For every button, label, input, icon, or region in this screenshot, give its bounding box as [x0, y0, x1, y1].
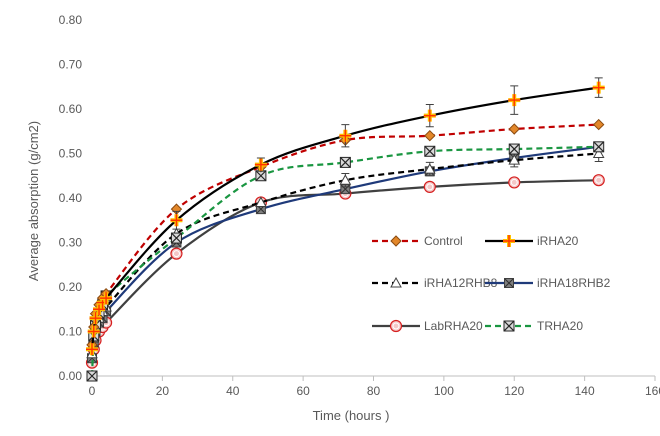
- legend-marker-irha12rhb8: [390, 276, 402, 288]
- series-line-labrha20: [90, 179, 599, 363]
- x-tick-label: 100: [434, 384, 454, 398]
- legend-item-labrha20: LabRHA20: [372, 319, 483, 333]
- data-point-labrha20-inner: [595, 176, 603, 184]
- data-point-trha20-cross: [508, 143, 520, 155]
- x-tick-label: 60: [296, 384, 310, 398]
- data-point-trha20-cross: [339, 156, 351, 168]
- data-point-labrha20-inner: [510, 178, 518, 186]
- y-tick-label: 0.70: [59, 58, 83, 72]
- legend-label-labrha20: LabRHA20: [424, 319, 483, 333]
- data-point-irha20-core: [423, 109, 436, 122]
- data-point-control: [508, 123, 520, 135]
- data-point-labrha20: [508, 176, 521, 189]
- data-point-irha12rhb8: [339, 174, 352, 185]
- legend-item-irha12rhb8: iRHA12RHB8: [372, 276, 498, 290]
- data-point-irha20-core: [170, 214, 183, 227]
- data-point-irha20-core: [93, 303, 106, 316]
- y-tick-label: 0.10: [59, 325, 83, 339]
- legend-marker-labrha20-inner: [392, 322, 400, 330]
- data-point-labrha20-inner: [426, 183, 434, 191]
- x-tick-label: 160: [645, 384, 660, 398]
- data-point-labrha20: [423, 180, 436, 193]
- y-tick-label: 0.00: [59, 369, 83, 383]
- data-point-irha12rhb8: [508, 154, 521, 165]
- legend-label-trha20: TRHA20: [537, 319, 583, 333]
- x-tick-label: 120: [504, 384, 524, 398]
- legend-label-irha18rhb2: iRHA18RHB2: [537, 276, 611, 290]
- y-axis-title: Average absorption (g/cm2): [26, 121, 41, 281]
- y-tick-label: 0.30: [59, 236, 83, 250]
- data-point-irha12rhb8: [423, 163, 436, 174]
- x-tick-label: 0: [89, 384, 96, 398]
- data-point-labrha20-inner: [172, 250, 180, 258]
- data-point-irha20-core: [100, 292, 113, 305]
- legend-item-control: Control: [372, 234, 463, 248]
- x-tick-label: 80: [367, 384, 381, 398]
- data-point-irha12rhb8: [592, 147, 605, 158]
- x-tick-label: 140: [575, 384, 595, 398]
- legend: Control iRHA20 iRHA12RHB8 iRHA18RHB2 LabRHA2…: [372, 234, 611, 333]
- legend-marker-irha20-core: [503, 235, 515, 247]
- y-tick-label: 0.80: [59, 13, 83, 27]
- data-point-trha20-cross: [255, 170, 267, 182]
- series-irha20: [86, 77, 605, 356]
- x-tick-label: 20: [156, 384, 170, 398]
- data-point-irha20-core: [87, 325, 100, 338]
- data-point-labrha20: [170, 247, 183, 260]
- x-tick-label: 40: [226, 384, 240, 398]
- series-labrha20: [85, 174, 605, 369]
- data-point-irha20-core: [86, 343, 98, 356]
- legend-item-irha18rhb2: iRHA18RHB2: [485, 276, 611, 290]
- data-point-irha12rhb8: [255, 196, 267, 207]
- legend-marker-control: [390, 235, 402, 247]
- legend-item-irha20: iRHA20: [485, 234, 579, 248]
- data-point-control: [424, 129, 436, 142]
- series-control: [86, 118, 605, 351]
- x-axis-title: Time (hours ): [313, 408, 390, 423]
- legend-marker-trha20-cross: [503, 320, 515, 332]
- y-tick-label: 0.60: [59, 102, 83, 116]
- axes: 0.00 0.10 0.20 0.30 0.40 0.50 0.60 0.70 0.80 0 20 4…: [59, 13, 660, 398]
- legend-marker-labrha20: [389, 319, 403, 333]
- data-point-trha20-cross: [593, 141, 605, 153]
- data-point-trha20-cross: [424, 145, 436, 157]
- data-point-trha20-cross: [171, 232, 182, 244]
- y-tick-label: 0.40: [59, 191, 83, 205]
- data-point-irha20-core: [89, 312, 102, 325]
- y-tick-label: 0.20: [59, 280, 83, 294]
- data-point-irha20-core: [508, 94, 521, 107]
- legend-label-irha20: iRHA20: [537, 234, 579, 248]
- data-point-labrha20: [592, 174, 605, 187]
- data-point-irha20-core: [339, 129, 352, 142]
- legend-label-control: Control: [424, 234, 463, 248]
- data-point-irha20-core: [254, 158, 267, 171]
- series-layer: [85, 77, 605, 382]
- legend-item-trha20: TRHA20: [485, 319, 583, 333]
- data-point-trha20-cross: [86, 370, 98, 382]
- data-point-control: [592, 118, 605, 131]
- legend-marker-irha18rhb2-cross: [504, 278, 514, 288]
- legend-label-irha12rhb8: iRHA12RHB8: [424, 276, 498, 290]
- y-tick-label: 0.50: [59, 147, 83, 161]
- data-point-irha20-core: [592, 81, 605, 94]
